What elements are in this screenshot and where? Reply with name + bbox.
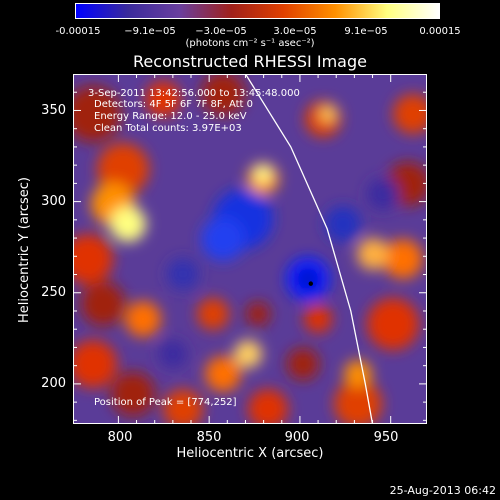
y-tick-label: 350 (41, 103, 66, 118)
emission-blob (73, 340, 117, 388)
annotation-detectors: Detectors: 4F 5F 6F 7F 8F, Att 0 (94, 99, 254, 110)
emission-blob (320, 106, 336, 122)
x-tick-label: 950 (373, 430, 399, 445)
emission-blob (357, 238, 389, 270)
colorbar (75, 3, 440, 19)
emission-blob (197, 298, 229, 330)
emission-blob (81, 282, 125, 326)
solar-limb-curve (244, 74, 374, 424)
y-tick-label: 200 (41, 376, 66, 391)
plot-frame (73, 74, 427, 424)
colorbar-tick: −9.1e−05 (124, 26, 176, 37)
colorbar-tick: −3.0e−05 (195, 26, 247, 37)
emission-blob (73, 234, 113, 284)
annotation-time: 3-Sep-2011 13:42:56.000 to 13:45:48.000 (88, 88, 300, 99)
emission-blob (304, 305, 332, 333)
x-tick-label: 850 (196, 430, 222, 445)
emission-blob (110, 206, 146, 242)
x-tick-label: 900 (284, 430, 310, 445)
annotation-energy: Energy Range: 12.0 - 25.0 keV (94, 111, 247, 122)
emission-blob (201, 74, 245, 116)
emission-blob (298, 269, 318, 289)
annotation-clean: Clean Total counts: 3.97E+03 (94, 123, 242, 134)
emission-blob (344, 360, 372, 388)
y-tick-label: 300 (41, 194, 66, 209)
emission-blob (234, 340, 262, 368)
emission-blob (393, 94, 427, 134)
peak-marker (308, 281, 314, 286)
x-tick-label: 800 (107, 430, 133, 445)
emission-blob (145, 81, 181, 117)
emission-blob (167, 258, 199, 290)
emission-blob (254, 165, 272, 183)
colorbar-tick: 3.0e−05 (273, 26, 317, 37)
plot-area (73, 74, 427, 424)
emission-blob (111, 372, 155, 416)
colorbar-tick: 9.1e−05 (344, 26, 388, 37)
emission-blob (97, 143, 149, 195)
colorbar-units: (photons cm⁻² s⁻¹ asec⁻²) (185, 38, 315, 49)
x-axis-label: Heliocentric X (arcsec) (176, 446, 324, 461)
emission-blob (248, 389, 288, 424)
annotation-peak: Position of Peak = [774,252] (94, 397, 237, 408)
emission-blob (325, 206, 361, 242)
emission-blob (367, 298, 419, 350)
emission-blob (73, 86, 121, 142)
emission-blob (367, 178, 399, 210)
chart-title: Reconstructed RHESSI Image (133, 52, 367, 71)
colorbar-tick: -0.00015 (55, 26, 101, 37)
colorbar-tick: 0.00015 (419, 26, 461, 37)
emission-blob (163, 389, 203, 424)
timestamp-footer: 25-Aug-2013 06:42 (389, 484, 496, 497)
emission-blob (205, 356, 241, 392)
emission-blob (201, 217, 245, 261)
emission-blob (246, 302, 270, 326)
emission-blob (287, 348, 319, 380)
y-tick-label: 250 (41, 285, 66, 300)
y-axis-label: Heliocentric Y (arcsec) (17, 177, 33, 323)
emission-blob (383, 239, 423, 279)
emission-blob (159, 340, 187, 368)
emission-blob (125, 301, 161, 337)
